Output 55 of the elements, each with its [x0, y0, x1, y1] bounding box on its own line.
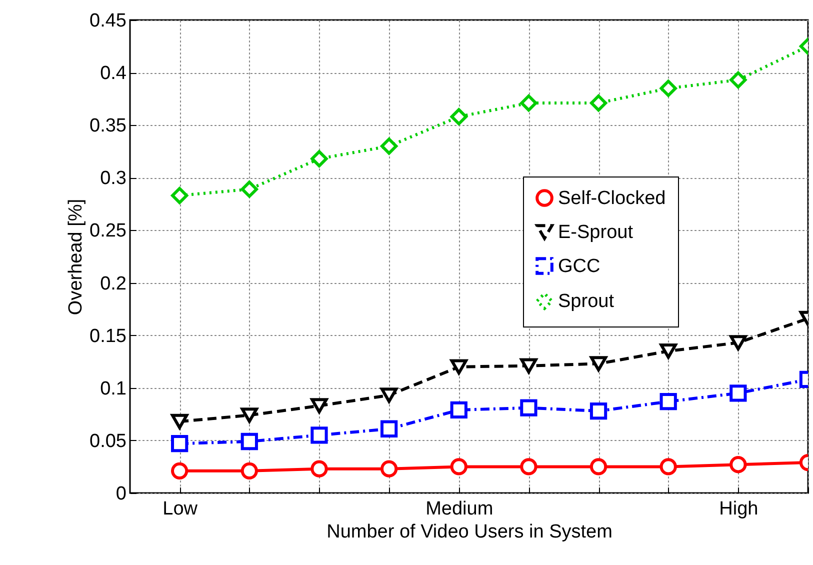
legend-label: E-Sprout: [558, 222, 634, 243]
point: [660, 343, 677, 359]
point: [730, 71, 747, 88]
legend-label: GCC: [558, 256, 600, 277]
point: [450, 359, 468, 374]
y-tick-label: 0.35: [90, 116, 126, 137]
point: [660, 80, 677, 97]
point: [310, 426, 328, 444]
point: [590, 356, 608, 372]
point: [380, 460, 398, 478]
point: [450, 458, 468, 476]
y-tick-label: 0.2: [100, 273, 126, 294]
legend-label: Sprout: [558, 291, 615, 312]
y-tick-label: 0.4: [100, 63, 127, 84]
x-axis-title: Number of Video Users in System: [326, 522, 612, 542]
y-tick-label: 0.15: [90, 326, 126, 347]
point: [730, 456, 747, 474]
point: [380, 138, 398, 155]
point: [590, 458, 608, 476]
point: [450, 401, 468, 419]
point: [520, 399, 538, 416]
y-tick-label: 0.25: [90, 220, 126, 242]
point: [171, 435, 188, 452]
point: [240, 180, 258, 198]
y-tick-label: 0.1: [100, 378, 126, 400]
point: [660, 458, 677, 476]
point: [240, 432, 258, 450]
y-tick-label: 0: [116, 484, 126, 504]
point: [520, 458, 538, 476]
point: [450, 108, 468, 126]
y-axis-title: Overhead [%]: [66, 198, 87, 316]
legend-label: Self-Clocked: [558, 188, 666, 209]
y-tick-label: 0.45: [90, 10, 126, 32]
point: [730, 335, 747, 350]
point: [310, 398, 328, 414]
y-tick-label: 0.3: [100, 168, 126, 190]
point: [310, 150, 328, 168]
point: [310, 460, 328, 478]
point: [380, 420, 398, 438]
x-tick-label: High: [719, 498, 758, 520]
point: [730, 384, 747, 402]
point: [590, 94, 608, 112]
y-tick-label: 0.05: [90, 430, 126, 452]
point: [660, 392, 677, 410]
x-tick-label: Low: [162, 498, 198, 520]
point: [171, 186, 188, 204]
point: [380, 388, 398, 403]
point: [240, 462, 258, 480]
point: [171, 414, 188, 430]
point: [520, 94, 538, 112]
point: [171, 462, 188, 480]
point: [240, 408, 258, 423]
x-tick-label: Medium: [426, 498, 494, 520]
point: [520, 358, 538, 374]
point: [590, 402, 608, 420]
